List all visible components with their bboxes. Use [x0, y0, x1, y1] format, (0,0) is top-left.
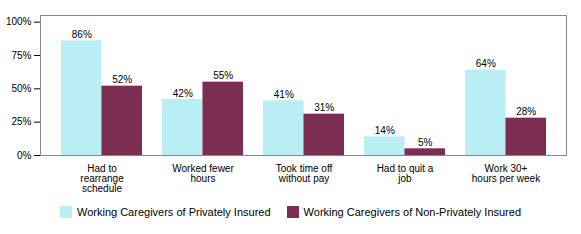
svg-text:25%: 25% [11, 116, 31, 127]
svg-text:Took time offwithout pay: Took time offwithout pay [276, 163, 333, 184]
svg-text:5%: 5% [418, 137, 433, 148]
svg-text:52%: 52% [112, 74, 132, 85]
html-text:Working Caregivers of Non-Priv: Working Caregivers of Non-Privately Insu… [303, 206, 521, 218]
svg-text:0%: 0% [17, 150, 32, 161]
svg-text:64%: 64% [476, 58, 496, 69]
svg-text:28%: 28% [516, 106, 536, 117]
svg-text:31%: 31% [314, 102, 334, 113]
svg-text:86%: 86% [72, 29, 92, 40]
svg-text:42%: 42% [173, 88, 193, 99]
svg-text:50%: 50% [11, 83, 31, 94]
html-text:Working Caregivers of Privatel: Working Caregivers of Privately Insured [77, 206, 271, 218]
svg-text:41%: 41% [274, 89, 294, 100]
svg-text:100%: 100% [6, 16, 32, 27]
svg-text:Worked fewerhours: Worked fewerhours [172, 163, 234, 184]
svg-text:Had to quit ajob: Had to quit ajob [377, 163, 434, 184]
svg-text:14%: 14% [375, 125, 395, 136]
svg-text:Work 30+hours per week: Work 30+hours per week [472, 163, 541, 184]
svg-text:55%: 55% [213, 70, 233, 81]
svg-text:Had torearrangeschedule: Had torearrangeschedule [80, 163, 124, 194]
svg-text:75%: 75% [11, 50, 31, 61]
